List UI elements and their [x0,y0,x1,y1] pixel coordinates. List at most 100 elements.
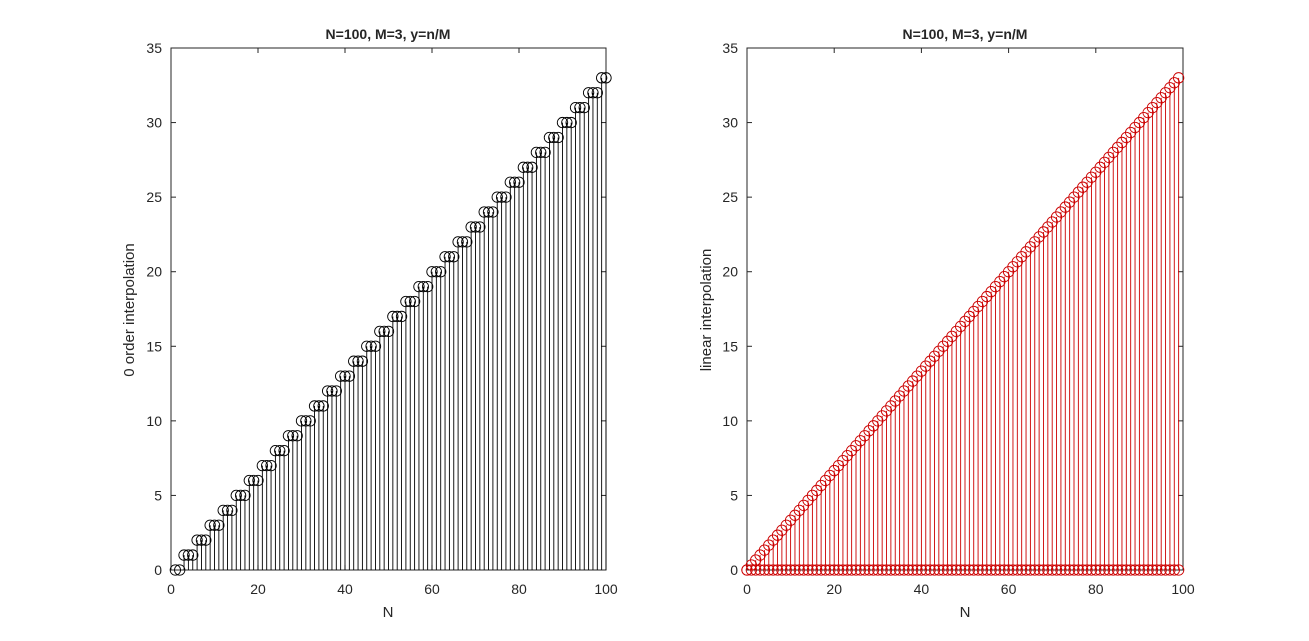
right-y-tick-label: 10 [722,413,738,429]
left-stem-marker [300,415,312,427]
left-stem-marker [469,221,482,233]
right-stem-marker [1155,564,1167,576]
right-stem-marker [907,564,919,576]
left-stem-marker [356,355,369,367]
right-stem-marker [763,564,775,576]
right-y-tick-label: 5 [730,487,738,503]
left-stem-marker [282,430,295,442]
left-stem-marker [478,206,490,218]
right-stem-marker [1129,564,1141,576]
left-stem-marker [456,236,469,248]
right-stem-marker [1081,564,1093,576]
right-stem-marker [933,564,945,576]
right-stem-marker [845,564,858,576]
right-y-tick-label: 20 [722,264,738,280]
left-stem-marker [578,102,590,114]
left-stem-marker [226,504,238,516]
right-stem-marker [1098,564,1111,576]
right-stem-marker [802,564,814,576]
left-stem-marker [539,146,551,159]
left-stem-marker [548,131,560,144]
right-stem-marker [1033,564,1045,576]
right-stem-marker [741,564,753,576]
right-stem-marker [1024,564,1037,576]
right-stem-marker [1077,564,1089,576]
right-stem-marker [1002,564,1015,576]
right-x-tick-label: 40 [914,581,930,597]
right-subplot: N=100, M=3, y=n/M N linear interpolation… [698,26,1195,621]
left-stem-marker [404,295,416,308]
left-stem-marker [169,564,182,576]
right-stem-marker [1120,564,1132,576]
right-stem-marker [1111,564,1124,576]
right-x-axis-label: N [960,604,971,621]
right-stem-marker [1107,564,1119,576]
left-stem-marker [443,251,456,263]
right-stem-marker [798,564,810,576]
right-stem-marker [850,564,862,576]
left-stem-marker [252,474,264,487]
right-stem-marker [1133,564,1146,576]
right-stem-marker [854,564,867,576]
left-stem-marker [561,116,573,129]
right-stem-marker [928,564,941,576]
left-stem-marker [413,280,425,293]
left-stem-marker [543,131,556,144]
left-y-tick-label: 25 [146,189,162,205]
right-stem-marker [1138,564,1150,576]
left-stem-marker [230,489,242,502]
left-y-tick-label: 10 [146,413,162,429]
left-stem-marker [195,534,208,546]
right-stem-marker [950,564,962,576]
right-stem-marker [989,564,1002,576]
left-stem-marker [321,385,334,397]
right-stem-marker [902,564,914,576]
right-stem-marker [998,564,1010,576]
left-stem-marker [287,430,299,442]
right-stem-marker [754,564,766,576]
right-y-tick-label: 25 [722,189,738,205]
left-stem-marker [461,236,473,248]
right-stem-marker [806,564,819,576]
right-y-tick-label: 0 [730,562,738,578]
right-stem-marker [828,564,840,576]
left-stem-marker [265,459,277,472]
left-stem-marker [330,385,342,397]
right-x-tick-label: 100 [1171,581,1195,597]
right-stem-marker [1072,564,1085,576]
right-stem-marker [920,564,932,576]
right-stem-marker [889,564,901,576]
right-stem-marker [758,564,771,576]
right-stem-marker [819,564,832,576]
left-stem-marker [535,146,547,159]
left-y-tick-label: 20 [146,264,162,280]
left-stem-marker [500,191,512,203]
left-stem-marker [465,221,477,233]
right-stem-marker [859,564,871,576]
right-stem-marker [815,564,827,576]
left-stem-marker [365,340,377,352]
left-stem-marker [378,325,390,338]
left-stem-marker [430,266,442,278]
right-stem-marker [959,564,971,576]
left-stem-marker [304,415,316,427]
right-stem-marker [954,564,967,576]
left-stem-marker [374,325,386,338]
left-stem-marker [187,549,199,561]
left-stem-marker [517,161,529,173]
left-stem-marker [487,206,499,218]
left-x-tick-label: 100 [594,581,618,597]
right-stem-marker [1142,564,1154,576]
left-stem-marker [208,519,221,531]
left-stem-marker [582,87,595,99]
right-stem-marker [784,564,797,576]
right-series-0 [741,72,1185,576]
right-stem-marker [750,564,762,576]
right-stem-marker [937,564,949,576]
right-stem-marker [789,564,801,576]
right-stem-marker [941,564,954,576]
right-stem-marker [1146,564,1159,576]
left-stem-marker [261,459,273,472]
left-stem-marker [200,534,212,546]
